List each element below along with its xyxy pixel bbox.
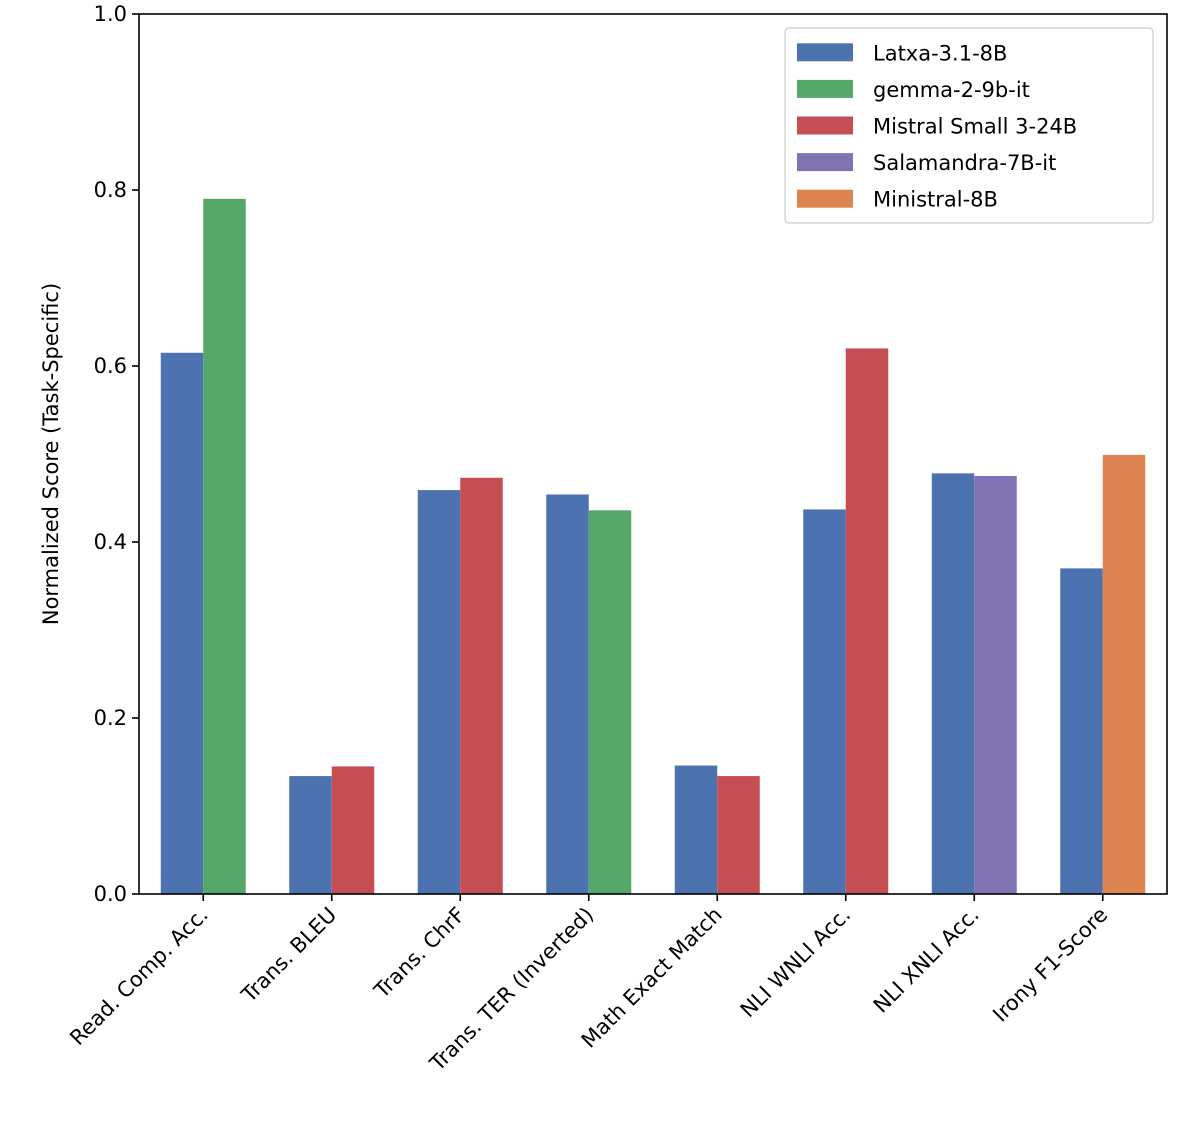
x-tick-label: Trans. BLEU bbox=[236, 903, 341, 1008]
legend-label: gemma-2-9b-it bbox=[873, 78, 1030, 102]
bar-latxa-3-1-8b-6 bbox=[803, 509, 846, 894]
legend-label: Latxa-3.1-8B bbox=[873, 41, 1007, 65]
y-tick-label: 0.6 bbox=[94, 354, 127, 378]
bar-latxa-3-1-8b-4 bbox=[546, 494, 589, 894]
x-tick-label: Read. Comp. Acc. bbox=[65, 903, 212, 1050]
x-tick-label: Irony F1-Score bbox=[988, 903, 1112, 1027]
bar-latxa-3-1-8b-7 bbox=[931, 473, 975, 894]
legend-swatch bbox=[797, 153, 853, 172]
axes-layer bbox=[138, 13, 1168, 895]
legend-label: Salamandra-7B-it bbox=[873, 151, 1056, 175]
legend-label: Mistral Small 3-24B bbox=[873, 115, 1077, 139]
plot-frame bbox=[138, 13, 1168, 895]
bar-latxa-3-1-8b-3 bbox=[417, 490, 461, 894]
y-ticks: 0.0 0.2 0.4 0.6 0.8 1.0 bbox=[94, 2, 139, 906]
bar-latxa-3-1-8b-2 bbox=[289, 776, 332, 894]
bar-mistral-small-3-24b-6 bbox=[845, 348, 889, 894]
x-tick-label: NLI XNLI Acc. bbox=[869, 903, 984, 1018]
x-tick-label: Math Exact Match bbox=[577, 903, 727, 1053]
legend-swatch bbox=[797, 43, 853, 62]
x-ticks: Read. Comp. Acc. Trans. BLEU Trans. ChrFTr… bbox=[65, 894, 1112, 1076]
y-tick-label: 0.8 bbox=[94, 178, 127, 202]
bar-latxa-3-1-8b-5 bbox=[674, 765, 718, 894]
legend-swatch bbox=[797, 189, 853, 208]
legend-label: Ministral-8B bbox=[873, 188, 998, 212]
bar-gemma-2-9b-it-4 bbox=[588, 510, 632, 894]
y-tick-label: 0.2 bbox=[94, 706, 127, 730]
x-tick-label: Trans. ChrF bbox=[369, 903, 470, 1004]
legend-swatch bbox=[797, 79, 853, 98]
bars-layer bbox=[160, 198, 1146, 895]
y-axis-label: Normalized Score (Task-Specific) bbox=[39, 283, 63, 625]
bar-ministral-8b-8 bbox=[1102, 454, 1146, 894]
y-tick-label: 0.0 bbox=[94, 882, 127, 906]
bar-mistral-small-3-24b-2 bbox=[331, 766, 375, 894]
bar-mistral-small-3-24b-5 bbox=[717, 776, 760, 894]
bar-mistral-small-3-24b-3 bbox=[460, 477, 503, 894]
bar-gemma-2-9b-it-1 bbox=[203, 198, 246, 895]
y-tick-label: 1.0 bbox=[94, 2, 127, 26]
legend-box bbox=[784, 27, 1154, 224]
y-tick-label: 0.4 bbox=[94, 530, 127, 554]
bar-salamandra-7b-it-7 bbox=[974, 476, 1017, 894]
bar-latxa-3-1-8b-8 bbox=[1060, 568, 1103, 894]
bar-latxa-3-1-8b-1 bbox=[160, 352, 204, 894]
x-tick-label: NLI WNLI Acc. bbox=[736, 903, 856, 1023]
legend-swatch bbox=[797, 116, 853, 135]
legend: Latxa-3.1-8B gemma-2-9b-it Mistral Small 3… bbox=[784, 27, 1154, 224]
